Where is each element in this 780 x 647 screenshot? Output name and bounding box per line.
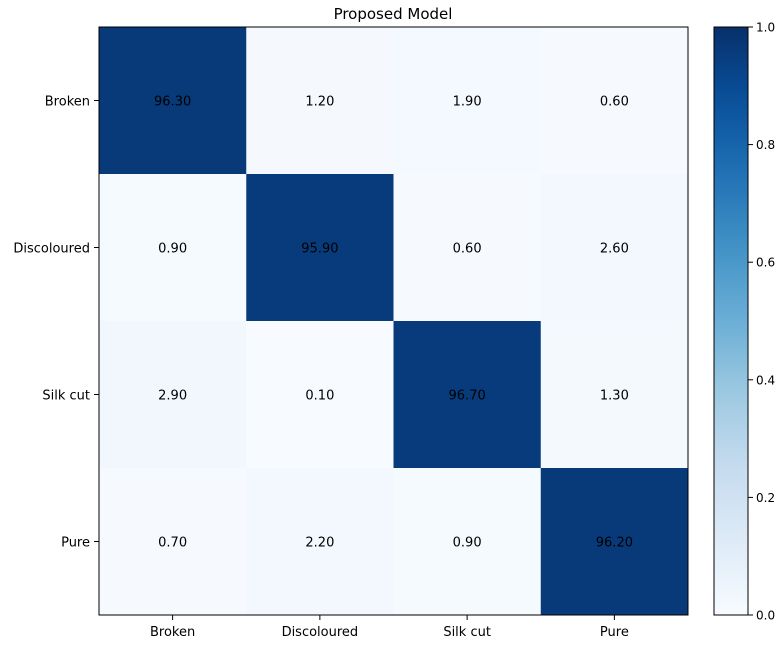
cell-value-label: 96.20 [596, 536, 633, 551]
colorbar-tick-label: 1.0 [756, 21, 775, 35]
y-tick-label: Pure [61, 536, 90, 551]
colorbar-tick-label: 0.0 [756, 609, 775, 623]
y-tick-label: Discoloured [13, 242, 90, 257]
x-tick-label: Silk cut [443, 625, 491, 640]
heatmap-cell [246, 174, 394, 322]
cell-value-label: 1.90 [453, 95, 482, 110]
heatmap-cells: 96.30 1.20 1.90 0.60 0.90 95.90 0.60 2.60 2.90 0.… [99, 27, 689, 616]
cell-value-label: 0.60 [453, 242, 482, 257]
heatmap-cell [99, 174, 247, 322]
heatmap-cell [246, 468, 394, 616]
heatmap-cell [540, 174, 689, 322]
heatmap-cell [99, 27, 247, 175]
cell-value-label: 2.20 [305, 536, 334, 551]
heatmap-cell [246, 27, 394, 175]
cell-value-label: 0.10 [305, 389, 334, 404]
heatmap-cell [393, 468, 542, 616]
cell-value-label: 1.30 [600, 389, 629, 404]
y-axis-ticks: Broken Discoloured Silk cut Pure [13, 95, 99, 551]
heatmap-cell [99, 321, 247, 469]
heatmap-cell [540, 468, 689, 616]
heatmap-cell [393, 321, 542, 469]
cell-value-label: 2.60 [600, 242, 629, 257]
y-tick-label: Broken [45, 95, 90, 110]
cell-value-label: 0.60 [600, 95, 629, 110]
heatmap-cell [393, 174, 542, 322]
cell-value-label: 96.70 [449, 389, 486, 404]
heatmap-cell [540, 321, 689, 469]
cell-value-label: 1.20 [305, 95, 334, 110]
plot-frame [98, 26, 689, 616]
colorbar-tick-label: 0.8 [756, 138, 775, 152]
cell-value-label: 96.30 [154, 95, 191, 110]
colorbar-gradient [714, 27, 748, 615]
cell-value-label: 0.70 [158, 536, 187, 551]
colorbar-tick-label: 0.2 [756, 491, 775, 505]
colorbar-tick-label: 0.6 [756, 256, 775, 270]
cell-value-label: 95.90 [301, 242, 338, 257]
y-tick-label: Silk cut [42, 389, 90, 404]
cell-value-label: 2.90 [158, 389, 187, 404]
heatmap-cell [246, 321, 394, 469]
cell-value-label: 0.90 [453, 536, 482, 551]
x-axis-ticks: Broken Discoloured Silk cut Pure [150, 615, 629, 640]
x-tick-label: Pure [600, 625, 629, 640]
x-tick-label: Discoloured [282, 625, 359, 640]
colorbar-tick-label: 0.4 [756, 373, 775, 387]
x-tick-label: Broken [150, 625, 195, 640]
heatmap-cell [540, 27, 689, 175]
chart-title: Proposed Model [334, 5, 453, 23]
cell-value-label: 0.90 [158, 242, 187, 257]
heatmap-cell [393, 27, 542, 175]
colorbar: 0.0 0.2 0.4 0.6 0.8 1.0 [713, 21, 775, 623]
heatmap-cell [99, 468, 247, 616]
colorbar-frame [713, 26, 749, 616]
